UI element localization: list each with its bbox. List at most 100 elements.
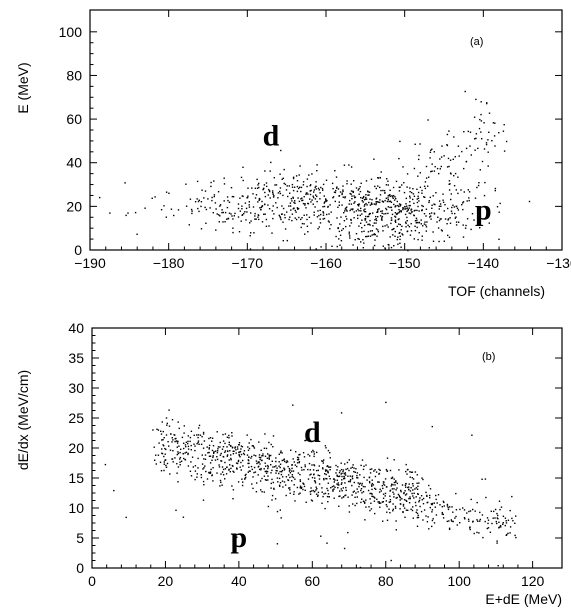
data-point [449, 506, 451, 508]
data-point [275, 457, 277, 459]
data-point [166, 424, 168, 426]
data-point [204, 465, 206, 467]
data-point [163, 437, 165, 439]
data-point [374, 239, 376, 241]
data-point [189, 470, 192, 472]
data-point [229, 450, 231, 452]
data-point [279, 215, 281, 218]
data-point [308, 174, 310, 176]
data-point [194, 478, 196, 481]
data-point [422, 225, 424, 227]
data-point [228, 212, 231, 214]
data-point [385, 401, 387, 404]
data-point [375, 471, 378, 473]
data-point [482, 536, 484, 539]
data-point [453, 175, 455, 177]
data-point [441, 230, 443, 232]
data-point [179, 451, 181, 454]
data-point [302, 202, 305, 205]
data-point [201, 454, 203, 456]
data-point [341, 482, 343, 484]
data-point [363, 242, 365, 244]
data-point [206, 446, 208, 448]
data-point [346, 210, 348, 212]
data-point [346, 183, 348, 185]
data-point [187, 440, 189, 443]
data-point [164, 447, 166, 450]
data-point [370, 492, 372, 495]
data-point [382, 483, 385, 485]
data-point [394, 219, 397, 221]
data-point [289, 476, 291, 479]
data-point [358, 203, 360, 206]
data-point [164, 453, 166, 455]
data-point [374, 475, 377, 478]
data-point [228, 434, 230, 437]
data-point [242, 179, 244, 182]
data-point [425, 515, 427, 517]
data-point [185, 451, 188, 453]
data-point [171, 437, 173, 439]
data-point [279, 482, 282, 484]
data-point [318, 465, 320, 467]
data-point [472, 520, 474, 522]
data-point [265, 472, 268, 474]
data-point [464, 90, 466, 93]
data-point [258, 441, 260, 443]
data-point [134, 211, 137, 214]
data-point [406, 205, 408, 207]
data-point [224, 461, 226, 464]
data-point [279, 509, 281, 511]
data-point [242, 459, 244, 462]
data-point [348, 469, 350, 472]
data-point [492, 517, 494, 519]
data-point [336, 245, 338, 248]
y-tick-label: 40 [68, 320, 84, 336]
data-point [446, 223, 448, 225]
data-point [439, 218, 441, 220]
data-point [275, 460, 277, 463]
data-point [370, 484, 373, 486]
data-point [163, 469, 165, 472]
data-point [220, 460, 222, 462]
data-point [313, 455, 315, 458]
data-point [464, 518, 466, 520]
data-point [163, 463, 165, 465]
data-point [380, 189, 382, 192]
data-point [278, 484, 281, 486]
data-point [442, 500, 445, 503]
data-point [480, 131, 482, 133]
data-point [243, 212, 245, 215]
data-point [346, 180, 348, 182]
data-point [259, 463, 261, 465]
data-point [404, 206, 406, 208]
data-point [369, 482, 371, 484]
data-point [275, 202, 277, 204]
data-point [162, 430, 164, 433]
data-point [237, 448, 239, 450]
data-point [459, 522, 461, 524]
data-point [368, 476, 371, 478]
data-point [304, 204, 306, 206]
data-point [359, 566, 362, 569]
data-point [185, 441, 188, 443]
data-point [296, 190, 299, 193]
data-point [298, 216, 300, 219]
data-point [296, 459, 299, 461]
data-point [268, 454, 270, 456]
data-point [302, 452, 305, 454]
data-point [440, 156, 443, 158]
data-point [197, 207, 199, 210]
data-point [468, 197, 470, 199]
data-point [189, 436, 192, 439]
data-point [246, 434, 248, 436]
data-point [218, 221, 220, 223]
data-point [405, 499, 407, 502]
data-point [293, 461, 295, 463]
data-point [365, 180, 368, 182]
data-point [160, 209, 163, 211]
data-point [160, 430, 162, 432]
data-point [256, 178, 258, 181]
data-point [419, 505, 421, 508]
data-point [241, 214, 244, 216]
